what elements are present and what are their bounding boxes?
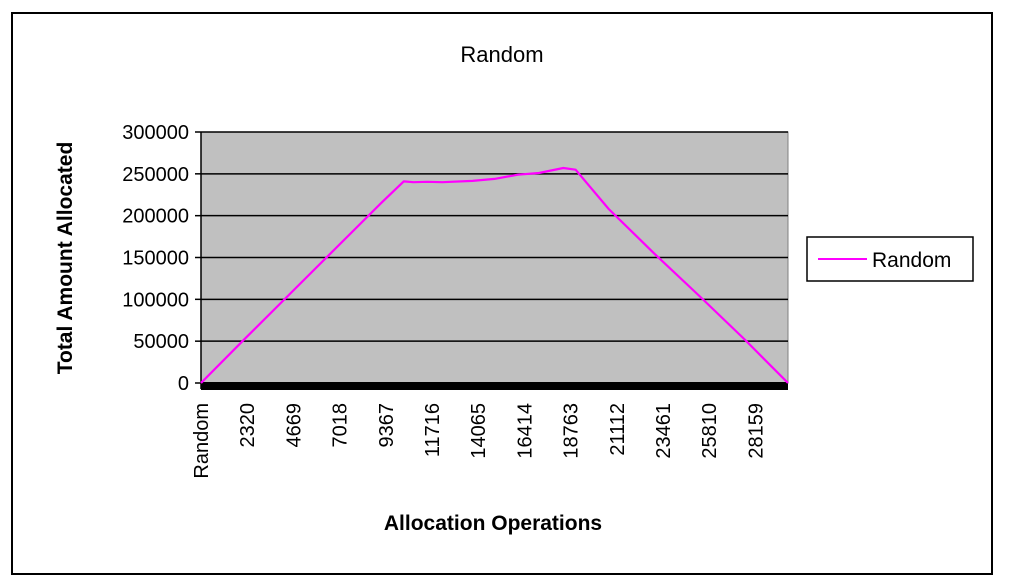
x-tick-label: 25810 <box>699 403 721 459</box>
x-tick-label: 23461 <box>653 403 675 459</box>
x-tick-label: 16414 <box>514 403 536 459</box>
x-tick-label: 21112 <box>607 403 629 456</box>
x-axis-baseline <box>201 382 788 390</box>
y-axis-title: Total Amount Allocated <box>54 142 77 375</box>
y-tick-label: 250000 <box>122 164 189 186</box>
y-tick-label: 50000 <box>133 331 189 353</box>
x-tick-label: 4669 <box>283 403 305 448</box>
y-tick-label: 0 <box>178 373 189 395</box>
x-tick-label: 9367 <box>376 403 398 448</box>
legend-series-label: Random <box>872 249 951 272</box>
plot-area: 0 50000 100000 150000 200000 250000 300000 Rand… <box>122 122 789 479</box>
x-axis-title: Allocation Operations <box>384 512 602 535</box>
series-line-random <box>200 166 789 384</box>
y-tick-label: 300000 <box>122 122 189 144</box>
x-tick-label: 7018 <box>330 403 352 448</box>
x-tick-label: 11716 <box>422 403 444 457</box>
y-tick-label: 100000 <box>122 289 189 311</box>
x-tick-label: 28159 <box>745 403 767 459</box>
x-tick-label: 14065 <box>468 403 490 459</box>
x-tick-label: 18763 <box>561 403 583 459</box>
x-tick-label: Random <box>191 403 213 479</box>
chart-title: Random <box>460 42 543 67</box>
y-tick-label: 150000 <box>122 248 189 270</box>
legend: Random <box>806 236 974 282</box>
x-tick-label: 2320 <box>237 403 259 448</box>
y-tick-label: 200000 <box>122 206 189 228</box>
